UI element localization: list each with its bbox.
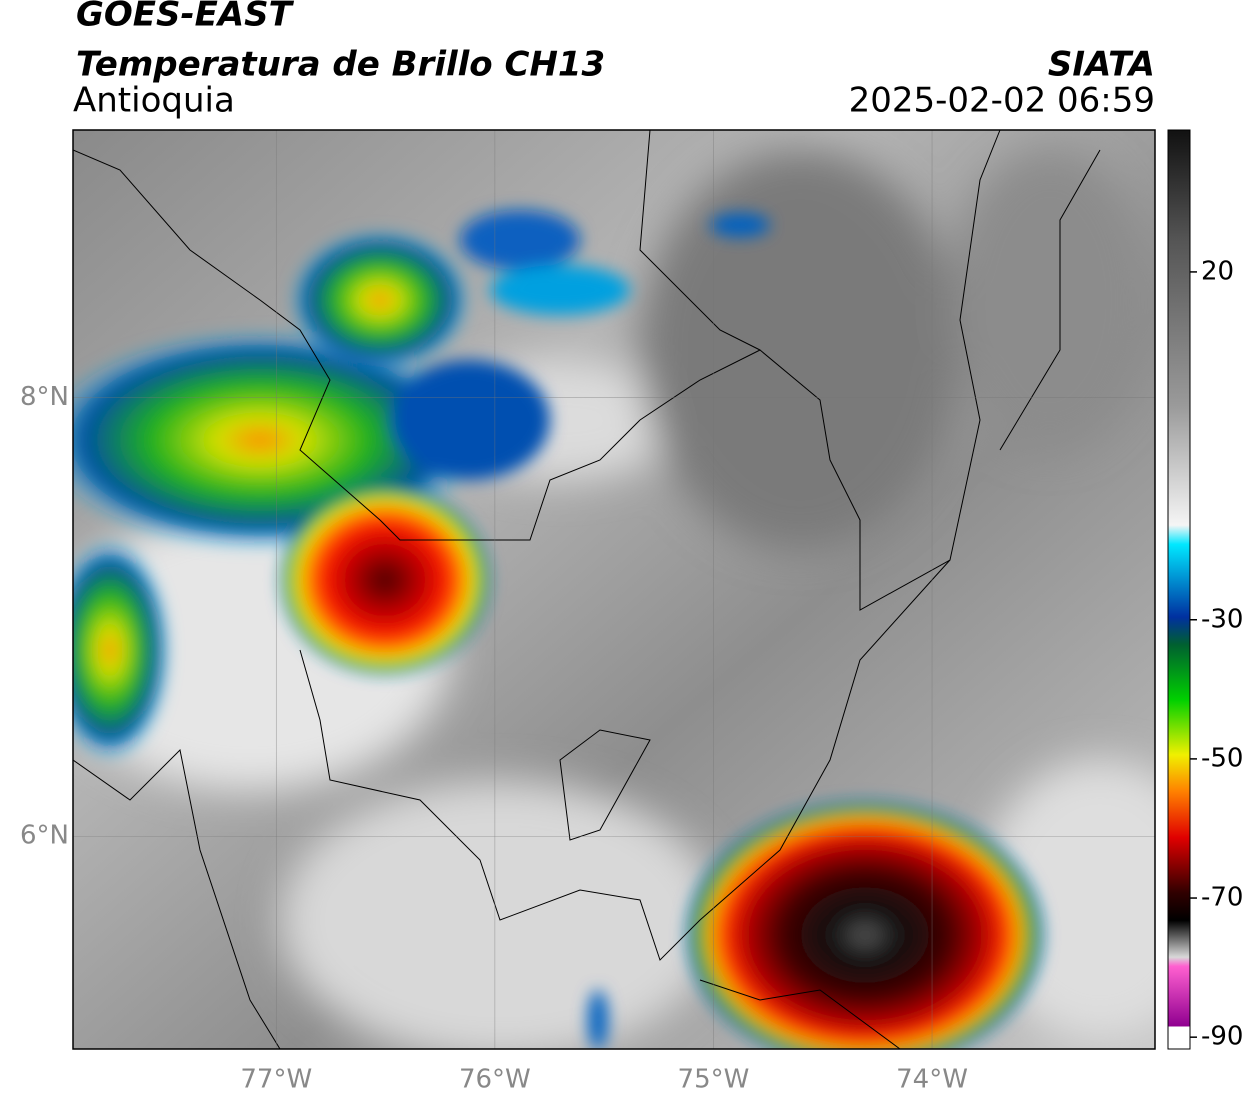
colorbar-tick-label: -30 <box>1201 604 1243 634</box>
satellite-image <box>73 130 1155 1049</box>
title: GOES-EAST <box>76 0 295 35</box>
source: SIATA <box>1048 45 1155 85</box>
subtitle: Temperatura de Brillo CH13 <box>76 45 605 85</box>
colorbar <box>1167 129 1191 1050</box>
region: Antioquia <box>73 81 235 121</box>
x-tick-label: 75°W <box>678 1065 750 1095</box>
x-tick-label: 74°W <box>896 1065 968 1095</box>
map-frame <box>72 129 1156 1050</box>
y-tick-label: 6°N <box>20 821 69 851</box>
x-tick-label: 76°W <box>459 1065 531 1095</box>
y-tick-label: 8°N <box>20 382 69 412</box>
x-tick-label: 77°W <box>240 1065 312 1095</box>
colorbar-tick-label: 20 <box>1201 256 1234 286</box>
colorbar-tick-label: -70 <box>1201 883 1243 913</box>
colorbar-tick-label: -50 <box>1201 743 1243 773</box>
datetime: 2025-02-02 06:59 <box>849 81 1155 121</box>
colorbar-tick-label: -90 <box>1201 1022 1243 1052</box>
